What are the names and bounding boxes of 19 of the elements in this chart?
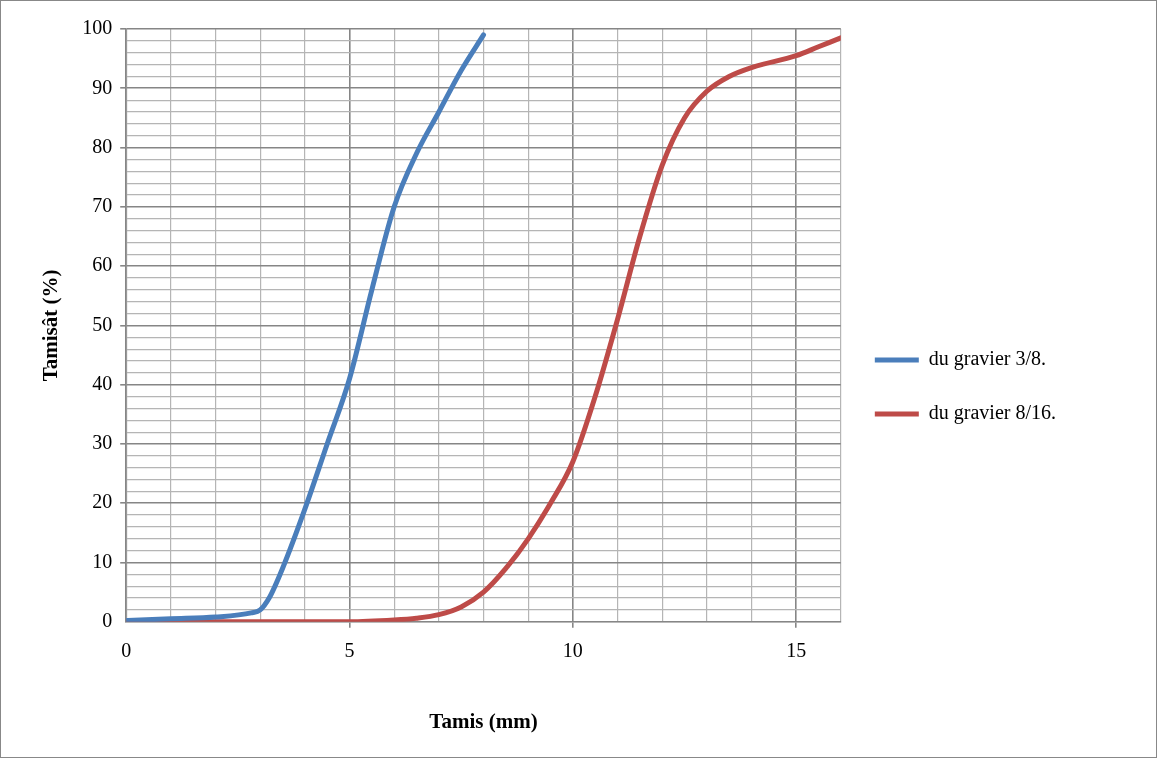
legend-label: du gravier 3/8.: [928, 347, 1046, 371]
y-tick-label: 90: [92, 75, 113, 98]
x-tick-label: 0: [121, 639, 132, 662]
x-axis-title: Tamis (mm): [429, 708, 538, 733]
y-tick-label: 70: [92, 194, 113, 217]
y-tick-label: 30: [92, 431, 113, 454]
y-tick-label: 20: [92, 490, 113, 513]
y-tick-label: 40: [92, 371, 113, 394]
y-tick-label: 50: [92, 312, 113, 335]
x-tick-label: 5: [344, 639, 355, 662]
y-tick-label: 60: [92, 253, 113, 276]
y-tick-label: 100: [82, 16, 113, 39]
x-tick-label: 10: [562, 639, 583, 662]
y-tick-label: 0: [102, 609, 113, 632]
y-tick-label: 10: [92, 549, 113, 572]
y-axis-title: Tamisât (%): [38, 269, 63, 382]
x-tick-label: 15: [786, 639, 807, 662]
legend-label: du gravier 8/16.: [928, 401, 1056, 425]
y-tick-label: 80: [92, 134, 113, 157]
